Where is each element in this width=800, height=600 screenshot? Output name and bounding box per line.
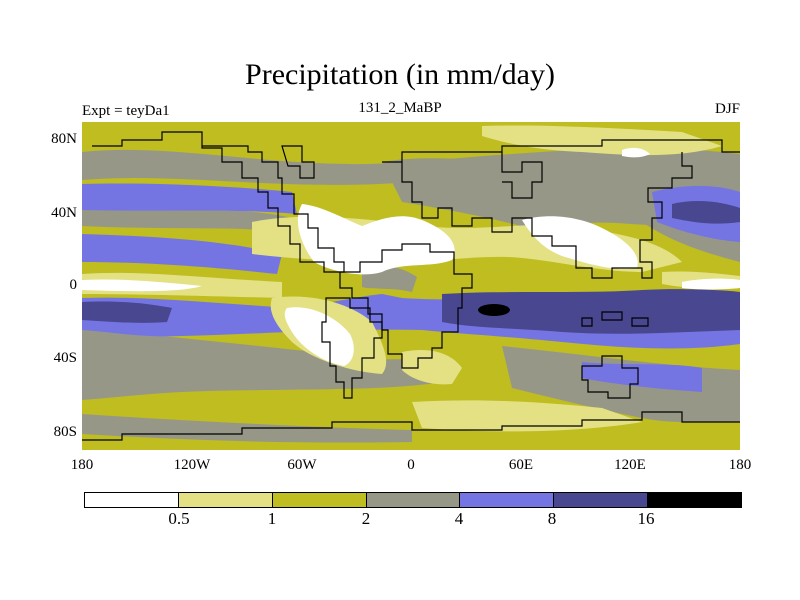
darkblue-kuroshio (672, 201, 740, 224)
colorbar-segment (178, 493, 273, 507)
lon-label-120e: 120E (614, 457, 646, 473)
timeslice-label: 131_2_MaBP (358, 100, 442, 116)
colorbar-segment (366, 493, 461, 507)
continent-outlines (82, 131, 740, 441)
lat-label-40s: 40S (53, 350, 77, 366)
colorbar-label: 2 (361, 509, 371, 528)
colorbar-segment (554, 493, 649, 507)
colorbar (84, 492, 742, 508)
white-south-atlantic (284, 307, 354, 366)
lon-label-0: 0 (407, 457, 415, 473)
lon-label-180e: 180 (728, 457, 752, 473)
white-arctic-patch (622, 147, 650, 158)
lon-label-60e: 60E (508, 457, 534, 473)
colorbar-segment (85, 493, 179, 507)
white-arabia-asia (522, 216, 638, 269)
lightyellow-south-africa (402, 349, 462, 385)
lon-label-180w: 180 (70, 457, 94, 473)
outline-greenland (281, 145, 315, 179)
colorbar-label: 8 (547, 509, 557, 528)
outline-antarctica (82, 411, 740, 441)
season-label: DJF (714, 101, 740, 117)
lat-label-40n: 40N (51, 205, 77, 221)
experiment-label: Expt = teyDa1 (82, 103, 170, 119)
colorbar-segment (272, 493, 367, 507)
blue-band-se-pacific (582, 362, 702, 392)
colorbar-label: 0.5 (168, 509, 190, 528)
blue-band-north-pacific-2 (82, 234, 282, 274)
darkblue-band-tropical (442, 289, 740, 334)
outline-africa (339, 243, 473, 369)
colorbar-label: 1 (267, 509, 277, 528)
lon-label-60w: 60W (287, 457, 317, 473)
colorbar-label: 16 (637, 509, 655, 528)
white-west-pacific-eq (82, 279, 202, 292)
darkblue-band-west-pacific (82, 301, 172, 323)
precipitation-map (82, 122, 740, 450)
colorbar-segment (460, 493, 555, 507)
outline-europe-north (501, 152, 543, 199)
lat-label-80n: 80N (51, 131, 77, 147)
plot-title: Precipitation (in mm/day) (245, 58, 555, 91)
blue-band-north-pacific (82, 183, 297, 214)
colorbar-segment (648, 493, 742, 507)
lightyellow-antarctic (412, 400, 642, 432)
outline-eurasia (382, 139, 740, 279)
lat-label-0: 0 (69, 277, 78, 293)
outline-north-america (92, 131, 345, 273)
lon-label-120w: 120W (173, 457, 211, 473)
black-max-indian (478, 304, 510, 316)
outline-australia (581, 355, 639, 399)
colorbar-label: 4 (454, 509, 464, 528)
white-east-pacific-eq (682, 278, 740, 290)
outline-south-america (321, 297, 383, 399)
outline-indonesia (581, 311, 649, 327)
lat-label-80s: 80S (53, 424, 77, 440)
white-sahara (297, 204, 455, 275)
